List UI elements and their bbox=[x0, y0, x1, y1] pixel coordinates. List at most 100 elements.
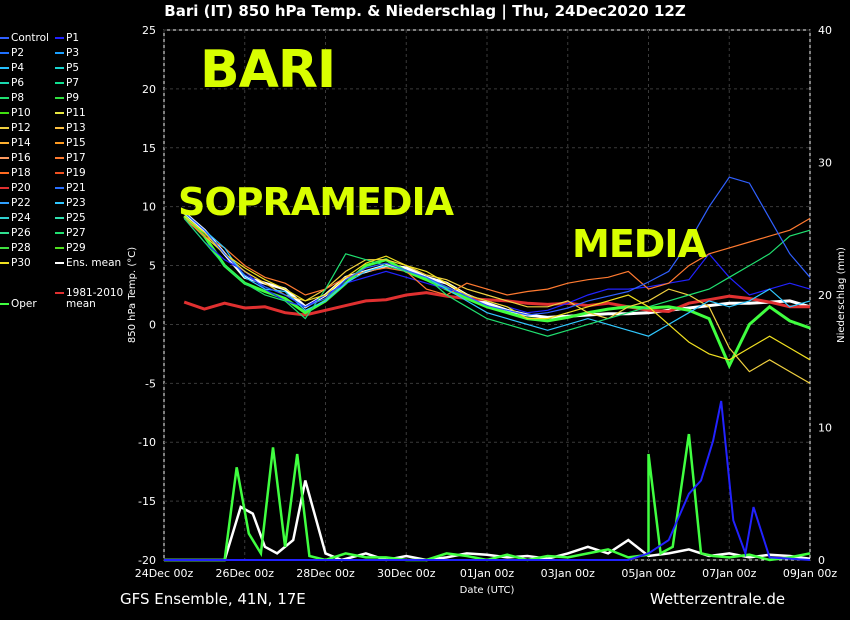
y-axis-label-left: 850 hPa Temp. (°C) bbox=[127, 247, 138, 343]
legend-label: Control bbox=[11, 32, 49, 44]
legend-entry: P14 bbox=[0, 138, 31, 149]
legend-label: Ens. mean bbox=[66, 257, 122, 269]
legend-label: P6 bbox=[11, 77, 25, 89]
legend-label: P11 bbox=[66, 107, 86, 119]
legend-swatch bbox=[55, 52, 64, 54]
legend-swatch bbox=[55, 97, 64, 99]
legend-label: P3 bbox=[66, 47, 80, 59]
legend-swatch bbox=[0, 187, 9, 189]
legend-label: P17 bbox=[66, 152, 86, 164]
legend-label: P9 bbox=[66, 92, 80, 104]
overlay-text-media: MEDIA bbox=[572, 222, 707, 266]
legend-swatch bbox=[0, 247, 9, 249]
legend-label: P21 bbox=[66, 182, 86, 194]
legend-label: P27 bbox=[66, 227, 86, 239]
legend-label: P26 bbox=[11, 227, 31, 239]
legend-label: P4 bbox=[11, 62, 25, 74]
legend-label: P29 bbox=[66, 242, 86, 254]
legend-entry: 1981-2010 mean bbox=[55, 288, 123, 310]
legend-swatch bbox=[55, 82, 64, 84]
legend-swatch bbox=[55, 247, 64, 249]
legend-entry: P15 bbox=[55, 138, 86, 149]
legend-label: P14 bbox=[11, 137, 31, 149]
legend-entry: P5 bbox=[55, 63, 79, 74]
legend-label: P2 bbox=[11, 47, 25, 59]
legend-swatch bbox=[0, 262, 9, 264]
legend-entry: P24 bbox=[0, 213, 31, 224]
legend-label: P13 bbox=[66, 122, 86, 134]
legend-swatch bbox=[55, 142, 64, 144]
legend-entry: Oper bbox=[0, 299, 37, 310]
y-tick-label: 20 bbox=[142, 83, 156, 96]
legend-label: P30 bbox=[11, 257, 31, 269]
legend-label: P15 bbox=[66, 137, 86, 149]
legend-swatch bbox=[55, 127, 64, 129]
series-line bbox=[183, 217, 811, 384]
legend-entry: P10 bbox=[0, 108, 31, 119]
series-line bbox=[183, 217, 811, 296]
legend-swatch bbox=[0, 172, 9, 174]
legend-entry: P4 bbox=[0, 63, 24, 74]
x-tick-label: 30Dec 00z bbox=[377, 567, 436, 580]
x-tick-label: 01Jan 00z bbox=[460, 567, 514, 580]
legend-label: P25 bbox=[66, 212, 86, 224]
legend-swatch bbox=[55, 172, 64, 174]
y-right-tick-label: 10 bbox=[818, 422, 832, 435]
y-axis-label-right: Niederschlag (mm) bbox=[836, 247, 847, 343]
legend-entry: P1 bbox=[55, 33, 79, 44]
legend-swatch bbox=[55, 157, 64, 159]
x-tick-label: 05Jan 00z bbox=[621, 567, 675, 580]
legend-swatch bbox=[0, 82, 9, 84]
legend-entry: P16 bbox=[0, 153, 31, 164]
precip-line bbox=[164, 433, 811, 562]
x-axis-label: Date (UTC) bbox=[460, 585, 515, 596]
legend-entry: P11 bbox=[55, 108, 86, 119]
legend-entry: Ens. mean bbox=[55, 258, 121, 269]
legend-entry: P21 bbox=[55, 183, 86, 194]
legend-entry: P25 bbox=[55, 213, 86, 224]
legend-label: P16 bbox=[11, 152, 31, 164]
legend-swatch bbox=[0, 217, 9, 219]
precip-line bbox=[164, 400, 811, 561]
legend-label: P22 bbox=[11, 197, 31, 209]
legend-entry: P23 bbox=[55, 198, 86, 209]
legend-swatch bbox=[55, 202, 64, 204]
y-tick-label: 10 bbox=[142, 201, 156, 214]
left-axis: 25 20 15 10 5 0 -5 -10 -15 -20 bbox=[138, 24, 156, 567]
series-line bbox=[183, 218, 811, 337]
legend-swatch bbox=[0, 52, 9, 54]
footer-model-info: GFS Ensemble, 41N, 17E bbox=[120, 590, 306, 608]
legend-swatch bbox=[0, 232, 9, 234]
legend-label: P1 bbox=[66, 32, 80, 44]
legend-label: P24 bbox=[11, 212, 31, 224]
legend-entry: P13 bbox=[55, 123, 86, 134]
chart-title: Bari (IT) 850 hPa Temp. & Niederschlag |… bbox=[164, 2, 686, 20]
overlay-text-bari: BARI bbox=[200, 40, 336, 100]
legend-entry: P19 bbox=[55, 168, 86, 179]
x-tick-label: 26Dec 00z bbox=[215, 567, 274, 580]
legend-label: P18 bbox=[11, 167, 31, 179]
legend-swatch bbox=[0, 303, 9, 305]
series-line bbox=[183, 291, 810, 317]
legend: Control P1 P2 P3 P4 P5 P6 P7 P8 P9 P10 P11 P12 P13 P14… bbox=[0, 33, 140, 323]
legend-entry: P26 bbox=[0, 228, 31, 239]
legend-label: P23 bbox=[66, 197, 86, 209]
legend-swatch bbox=[55, 67, 64, 69]
legend-entry: P29 bbox=[55, 243, 86, 254]
x-tick-label: 07Jan 00z bbox=[702, 567, 756, 580]
x-tick-label: 09Jan 00z bbox=[783, 567, 837, 580]
legend-label: P12 bbox=[11, 122, 31, 134]
y-tick-label: 5 bbox=[149, 260, 156, 273]
series-line bbox=[183, 176, 811, 316]
legend-label: P28 bbox=[11, 242, 31, 254]
legend-label: P8 bbox=[11, 92, 25, 104]
y-right-tick-label: 30 bbox=[818, 157, 832, 170]
legend-swatch bbox=[0, 97, 9, 99]
y-tick-label: -15 bbox=[138, 495, 156, 508]
y-right-tick-label: 20 bbox=[818, 289, 832, 302]
legend-entry: P9 bbox=[55, 93, 79, 104]
legend-swatch bbox=[0, 202, 9, 204]
legend-entry: P12 bbox=[0, 123, 31, 134]
right-axis: 40 30 20 10 0 bbox=[818, 24, 832, 567]
